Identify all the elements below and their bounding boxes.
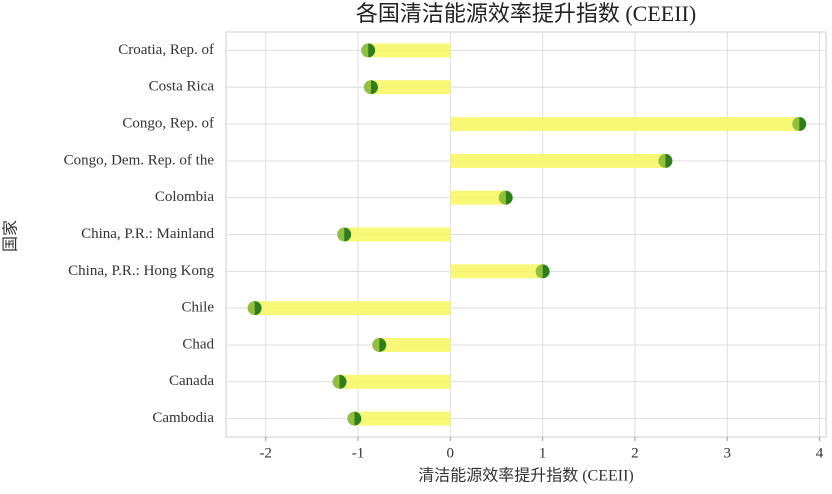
dot-right-half <box>368 43 376 58</box>
x-tick-label: 3 <box>723 445 731 461</box>
dot-left-half <box>658 153 666 168</box>
dot <box>247 301 262 316</box>
dot-left-half <box>247 301 255 316</box>
dot-right-half <box>542 264 550 279</box>
x-tick-label: -1 <box>352 445 365 461</box>
dot <box>535 264 550 279</box>
y-tick-label: Cambodia <box>152 410 214 426</box>
dot <box>347 411 362 426</box>
bar <box>450 153 666 168</box>
dot-left-half <box>332 374 340 389</box>
x-tick-label: 1 <box>539 445 547 461</box>
bar <box>254 301 451 316</box>
bar <box>339 374 451 389</box>
chart-title: 各国清洁能源效率提升指数 (CEEII) <box>356 1 696 26</box>
dot-left-half <box>363 80 371 95</box>
bar <box>379 337 451 352</box>
x-tick-label: -2 <box>259 445 272 461</box>
x-tick-label: 0 <box>447 445 455 461</box>
dot-right-half <box>354 411 362 426</box>
y-tick-label: Chile <box>182 300 215 316</box>
dot <box>658 153 673 168</box>
dot-right-half <box>799 117 807 132</box>
dot-right-half <box>344 227 352 242</box>
y-tick-label: Congo, Dem. Rep. of the <box>64 152 215 168</box>
y-axis-title: 国家 <box>2 220 20 252</box>
dot <box>361 43 376 58</box>
y-tick-label: China, P.R.: Mainland <box>81 226 214 242</box>
dot <box>337 227 352 242</box>
dot-left-half <box>361 43 369 58</box>
x-tick-label: 2 <box>631 445 639 461</box>
dot <box>372 337 387 352</box>
bar <box>344 227 451 242</box>
dot-right-half <box>370 80 378 95</box>
bar <box>370 80 451 95</box>
y-tick-label: Chad <box>182 336 214 352</box>
y-tick-label: China, P.R.: Hong Kong <box>68 263 214 279</box>
bar <box>450 117 800 132</box>
dot-right-half <box>665 153 673 168</box>
dot-right-half <box>339 374 347 389</box>
y-tick-label: Canada <box>169 373 214 389</box>
dot-left-half <box>792 117 800 132</box>
dot-left-half <box>535 264 543 279</box>
bar <box>368 43 451 58</box>
dot <box>792 117 807 132</box>
dot-right-half <box>379 337 387 352</box>
dot-left-half <box>372 337 380 352</box>
y-tick-label: Congo, Rep. of <box>122 115 214 131</box>
dot-right-half <box>254 301 262 316</box>
y-tick-label: Croatia, Rep. of <box>118 42 214 58</box>
bar <box>354 411 451 426</box>
x-axis-title: 清洁能源效率提升指数 (CEEII) <box>418 467 634 485</box>
dot <box>363 80 378 95</box>
bar <box>450 190 506 205</box>
x-tick-label: 4 <box>816 445 824 461</box>
dot-left-half <box>347 411 355 426</box>
dot <box>498 190 513 205</box>
y-tick-label: Colombia <box>155 189 215 205</box>
dot <box>332 374 347 389</box>
bar <box>450 264 543 279</box>
dot-left-half <box>498 190 506 205</box>
dot-left-half <box>337 227 345 242</box>
y-tick-label: Costa Rica <box>149 79 215 95</box>
dot-right-half <box>505 190 513 205</box>
